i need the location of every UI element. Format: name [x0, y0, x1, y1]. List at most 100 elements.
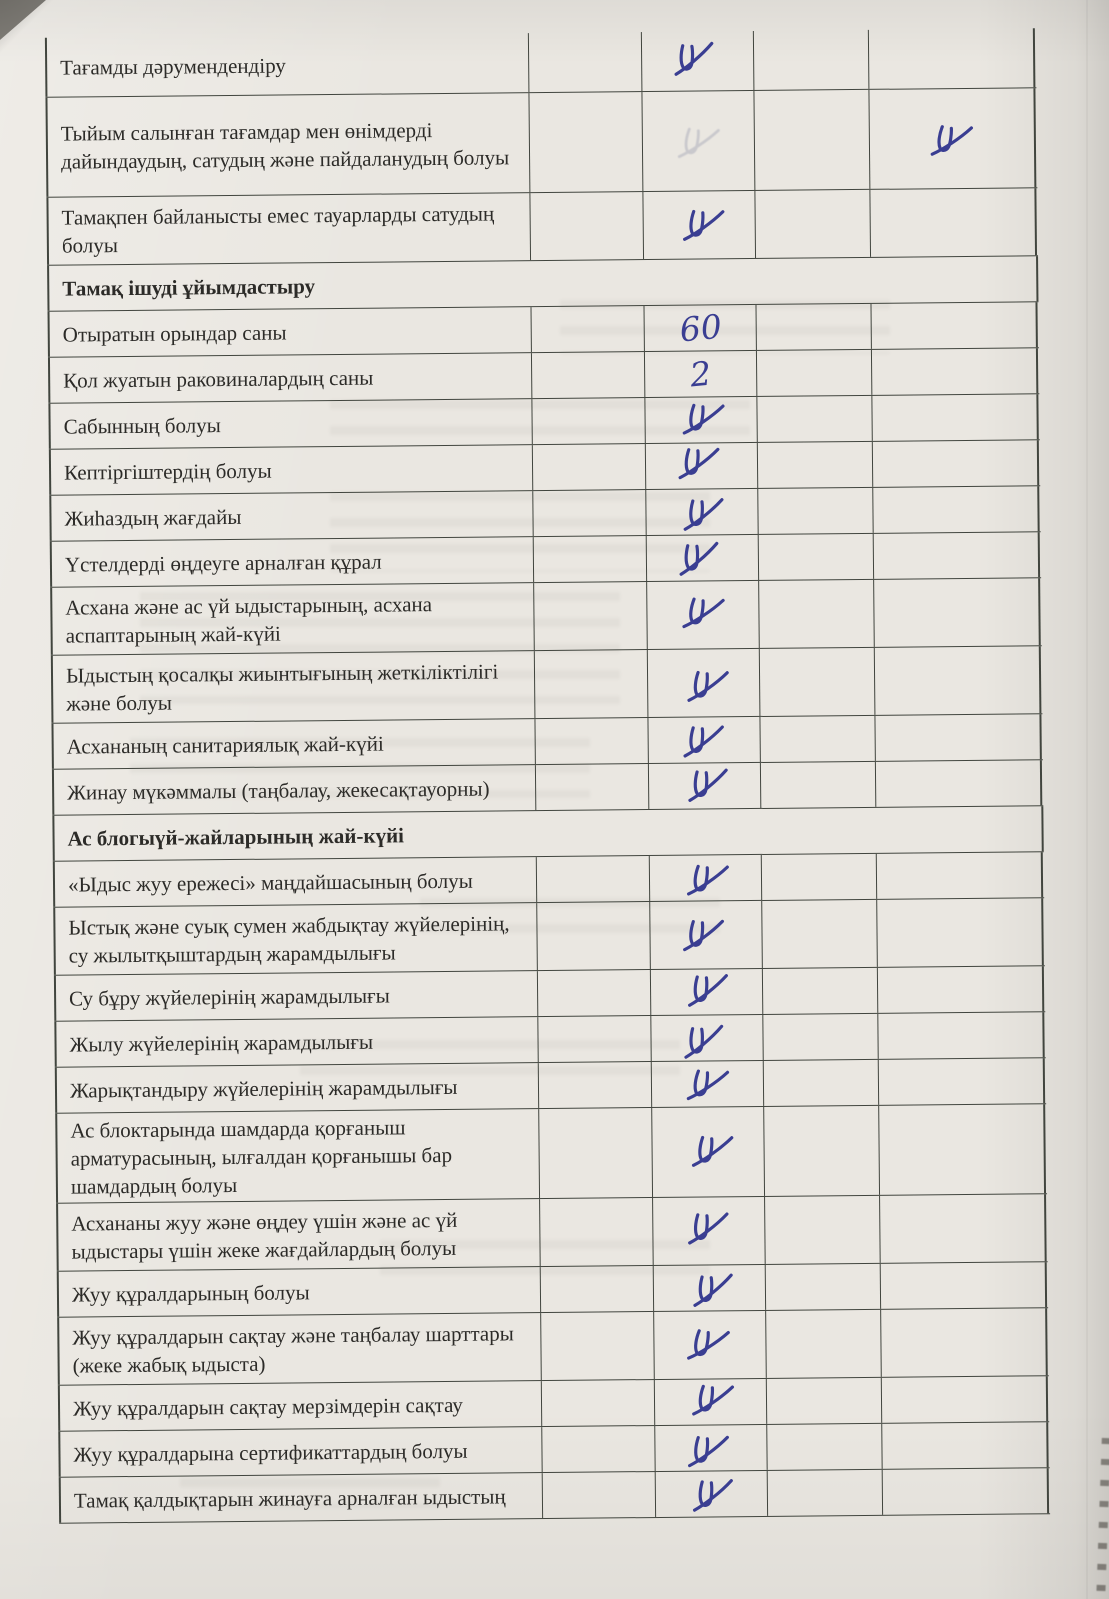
item-label: Сабынның болуы [48, 399, 532, 449]
mark-cell-col1 [531, 398, 645, 445]
mark-cell-col4 [869, 188, 1038, 257]
item-label: Жуу құралдарын сақтау мерзімдерін сақтау [57, 1381, 542, 1431]
mark-cell-col3 [764, 1195, 880, 1264]
mark-cell-col4 [881, 1468, 1050, 1515]
table-row: Тыйым салынған тағамдар мен өнімдерді да… [45, 88, 1038, 198]
mark-cell-col1 [532, 490, 646, 537]
mark-cell-col2 [650, 1060, 764, 1108]
table-row: Жуу құралдарының болуы [56, 1262, 1049, 1318]
mark-cell-col2 [647, 762, 761, 810]
mark-cell-col2 [645, 534, 759, 582]
mark-cell-col4 [880, 1376, 1049, 1423]
table-row: Тамақпен байланысты емес тауарларды сату… [46, 188, 1039, 266]
handwritten-check-mark [683, 497, 724, 531]
mark-cell-col4 [877, 1012, 1045, 1059]
item-label: Тамақ қалдықтарын жинауға арналған ыдыст… [58, 1473, 543, 1523]
mark-cell-col1 [541, 1426, 655, 1473]
item-label: Жинау мүкәммалы (таңбалау, жекесақтауорн… [51, 765, 536, 815]
mark-cell-col4 [877, 1058, 1046, 1105]
item-label: Ыдыстың қосалқы жиынтығының жеткіліктілі… [50, 651, 535, 723]
table-row: Су бұру жүйелерінің жарамдылығы [53, 966, 1046, 1022]
mark-cell-col2 [646, 580, 759, 650]
mark-cell-col2 [654, 1470, 768, 1518]
mark-cell-col2 [644, 396, 757, 444]
table-row: Ыдыстың қосалқы жиынтығының жеткіліктілі… [50, 646, 1043, 724]
mark-cell-col4 [876, 966, 1045, 1013]
item-label: Жиһаздың жағдайы [49, 491, 533, 541]
mark-cell-col2 [644, 442, 758, 490]
mark-cell-col2 [652, 1264, 766, 1312]
mark-cell-col3 [765, 1309, 881, 1378]
mark-cell-col3 [759, 761, 876, 808]
table-row: Кептіргіштердің болуы [48, 440, 1041, 496]
mark-cell-col2 [642, 190, 756, 260]
table-row: Тамақ қалдықтарын жинауға арналған ыдыст… [58, 1468, 1051, 1524]
table-row: Жуу құралдарын сақтау және таңбалау шарт… [57, 1308, 1049, 1386]
handwritten-check-mark [687, 973, 728, 1007]
mark-cell-col1 [536, 970, 651, 1017]
table-row: Жиһаздың жағдайы [49, 486, 1041, 542]
mark-cell-col1 [539, 1198, 653, 1267]
mark-cell-col3 [758, 579, 874, 648]
handwritten-check-mark [692, 1273, 733, 1307]
mark-cell-col2 [640, 30, 754, 92]
mark-cell-col1 [540, 1312, 654, 1381]
handwritten-check-mark [681, 597, 725, 628]
mark-cell-col3 [764, 1263, 881, 1310]
mark-cell-col4 [879, 1194, 1047, 1263]
item-label: Асхананы жуу және өңдеу үшін және ас үй … [56, 1199, 540, 1271]
table-row: Жуу құралдарына сертификаттардың болуы [58, 1422, 1050, 1478]
mark-cell-col1 [535, 856, 650, 903]
handwritten-check-mark [677, 127, 720, 158]
handwritten-check-mark [683, 1024, 723, 1059]
mark-cell-col3 [761, 899, 877, 968]
mark-cell-col2 [641, 90, 755, 192]
handwritten-count-value: 60 [677, 306, 723, 350]
item-label: Қол жуатын раковиналардың саны [47, 353, 532, 403]
handwritten-check-mark [674, 41, 713, 76]
handwritten-check-mark [686, 1328, 730, 1360]
mark-cell-col4 [872, 486, 1040, 533]
mark-cell-col1 [530, 306, 644, 353]
mark-cell-col4 [870, 348, 1039, 395]
mark-cell-col4 [876, 898, 1044, 967]
mark-cell-col1 [532, 536, 647, 583]
mark-cell-col4 [873, 578, 1041, 647]
mark-cell-col4 [872, 532, 1041, 579]
handwritten-check-mark [687, 1211, 728, 1245]
mark-cell-col3 [766, 1469, 883, 1516]
mark-cell-col1 [530, 352, 645, 399]
mark-cell-col2 [646, 648, 760, 718]
item-label: «Ыдыс жуу ережесі» маңдайшасының болуы [52, 857, 537, 907]
item-label: Жуу құралдарының болуы [56, 1267, 541, 1317]
item-label: Жылу жүйелерінің жарамдылығы [54, 1017, 538, 1067]
handwritten-check-mark [687, 768, 728, 802]
mark-cell-col4 [871, 394, 1039, 441]
handwritten-check-mark [679, 541, 718, 576]
handwritten-check-mark [686, 864, 729, 896]
mark-cell-col4 [881, 1422, 1049, 1469]
table-row: Асхананы жуу және өңдеу үшін және ас үй … [56, 1194, 1048, 1272]
table-row: Ыстық және суық сумен жабдықтау жүйелері… [53, 898, 1045, 976]
mark-cell-col1 [533, 650, 648, 719]
mark-cell-col3 [758, 647, 875, 716]
table-skew-wrapper: Тағамды дәрумендендіру Тыйым салынған та… [44, 28, 1051, 1524]
mark-cell-col2 [652, 1196, 765, 1266]
section-title: Тамақ ішуді ұйымдастыру [47, 256, 1039, 311]
mark-cell-col1 [533, 582, 647, 651]
mark-cell-col3 [753, 89, 870, 190]
item-label: Асхана және ас үй ыдыстарының, асхана ас… [50, 583, 534, 655]
handwritten-check-mark [682, 724, 724, 758]
handwritten-check-mark [691, 1135, 733, 1167]
item-label: Су бұру жүйелерінің жарамдылығы [53, 971, 538, 1021]
handwritten-check-mark [691, 1384, 734, 1416]
item-label: Асхананың санитариялық жай-күйі [51, 719, 535, 769]
mark-cell-col1 [536, 902, 650, 971]
mark-cell-col1 [537, 1016, 651, 1063]
item-label: Жуу құралдарын сақтау және таңбалау шарт… [57, 1313, 541, 1385]
mark-cell-col4 [879, 1262, 1048, 1309]
mark-cell-col1 [527, 32, 642, 93]
mark-cell-col4 [873, 646, 1042, 715]
mark-cell-col2 [653, 1378, 767, 1426]
